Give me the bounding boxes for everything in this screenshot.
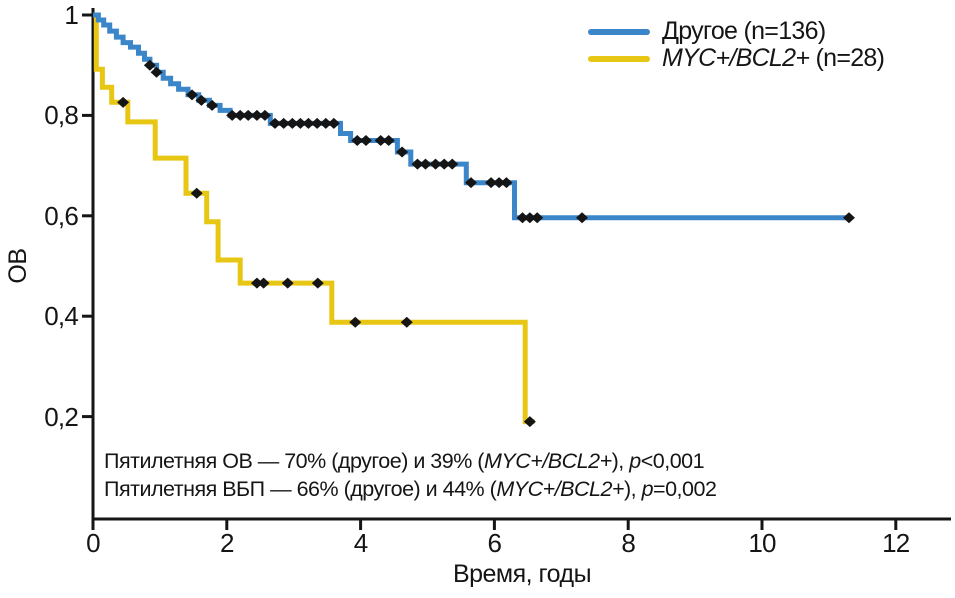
censor-mark: [226, 109, 239, 121]
censor-mark: [351, 135, 364, 146]
legend-label-other-text: Другое: [662, 17, 738, 45]
censor-mark: [523, 416, 536, 428]
censor-mark: [311, 117, 324, 129]
censor-mark: [349, 316, 362, 328]
censor-mark: [250, 277, 263, 289]
line1-p-italic: p: [629, 449, 641, 473]
censor-mark: [195, 94, 208, 106]
censor-mark: [257, 277, 270, 289]
censor-mark: [446, 158, 459, 170]
legend: Другое (n=136) MYC+/BCL2+ (n=28): [588, 17, 885, 73]
censor-mark: [186, 89, 199, 101]
y-tick-label: 1: [64, 0, 78, 30]
legend-item-myc-bcl2: MYC+/BCL2+ (n=28): [588, 44, 885, 73]
y-axis-title: ОВ: [4, 248, 32, 284]
line1-pre: Пятилетняя ОВ — 70% (другое) и 39% (: [104, 449, 484, 473]
line1-pvalue: <0,001: [640, 449, 705, 473]
x-axis-title: Время, годы: [452, 560, 592, 588]
censor-mark: [311, 277, 324, 289]
x-tick-label: 6: [487, 528, 502, 558]
censor-mark: [302, 117, 315, 129]
y-tick-label: 0,2: [44, 401, 79, 432]
censor-mark: [531, 212, 544, 224]
censor-mark: [493, 177, 506, 189]
line2-pre: Пятилетняя ВБП — 66% (другое) и 44% (: [104, 477, 497, 501]
censor-mark: [374, 135, 387, 146]
censor-mark: [576, 212, 589, 224]
censor-mark: [294, 117, 307, 129]
censor-mark: [464, 177, 477, 189]
x-tick-label: 2: [219, 528, 234, 558]
censor-mark: [429, 158, 442, 170]
legend-label-myc-suffix: (n=28): [809, 44, 885, 72]
line1-mid: ),: [611, 449, 630, 473]
line2-gene-italic: MYC+/BCL2+: [496, 477, 624, 501]
censor-mark: [842, 212, 855, 224]
censor-mark: [277, 117, 290, 129]
legend-label-other: Другое (n=136): [662, 17, 826, 46]
censor-mark: [523, 212, 536, 224]
legend-swatch-other: [588, 28, 650, 35]
censor-mark: [268, 117, 281, 129]
censor-mark: [500, 177, 513, 189]
stats-annotation: Пятилетняя ОВ — 70% (другое) и 39% (MYC+…: [104, 447, 717, 503]
x-tick-label: 12: [882, 528, 910, 558]
censor-mark: [206, 99, 219, 111]
stats-annotation-line2: Пятилетняя ВБП — 66% (другое) и 44% (MYC…: [104, 475, 717, 503]
censor-mark: [117, 96, 130, 108]
censor-mark: [419, 158, 432, 170]
line2-pvalue: =0,002: [653, 477, 717, 501]
censor-mark: [400, 316, 413, 328]
censor-mark: [190, 187, 203, 199]
censor-mark: [281, 277, 294, 289]
legend-item-other: Другое (n=136): [588, 17, 884, 46]
x-tick-label: 8: [621, 528, 636, 558]
line2-p-italic: p: [641, 477, 654, 501]
line1-gene-italic: MYC+/BCL2+: [483, 449, 612, 473]
legend-label-other-suffix: (n=136): [737, 17, 826, 45]
censor-mark: [327, 117, 340, 129]
line2-mid: ),: [623, 477, 642, 501]
censor-mark: [258, 109, 271, 121]
y-tick-label: 0,4: [44, 301, 79, 332]
censor-mark: [143, 59, 156, 71]
censor-mark: [286, 117, 299, 129]
legend-swatch-myc-bcl2: [588, 55, 650, 62]
censor-mark: [250, 109, 263, 121]
stats-annotation-line1: Пятилетняя ОВ — 70% (другое) и 39% (MYC+…: [104, 447, 716, 475]
censor-mark: [359, 135, 372, 146]
censor-mark: [319, 117, 332, 129]
censor-mark: [411, 158, 424, 170]
censor-mark: [396, 146, 409, 158]
censor-mark: [234, 109, 247, 121]
censor-mark: [150, 66, 163, 78]
censor-mark: [438, 158, 451, 170]
legend-label-myc-bcl2: MYC+/BCL2+ (n=28): [662, 44, 885, 73]
x-tick-label: 4: [353, 528, 368, 558]
y-tick-label: 0,8: [44, 100, 79, 131]
legend-label-myc-italic: MYC+/BCL2+: [662, 44, 810, 72]
survival-curve-other: [93, 12, 849, 221]
y-tick-label: 0,6: [44, 200, 79, 231]
x-tick-label: 0: [86, 528, 100, 558]
censor-mark: [242, 109, 255, 121]
survival-curve-myc-bcl2: [93, 12, 535, 425]
x-tick-label: 10: [748, 528, 776, 558]
censor-mark: [382, 135, 395, 146]
censor-mark: [516, 212, 529, 224]
censor-mark: [485, 177, 498, 189]
